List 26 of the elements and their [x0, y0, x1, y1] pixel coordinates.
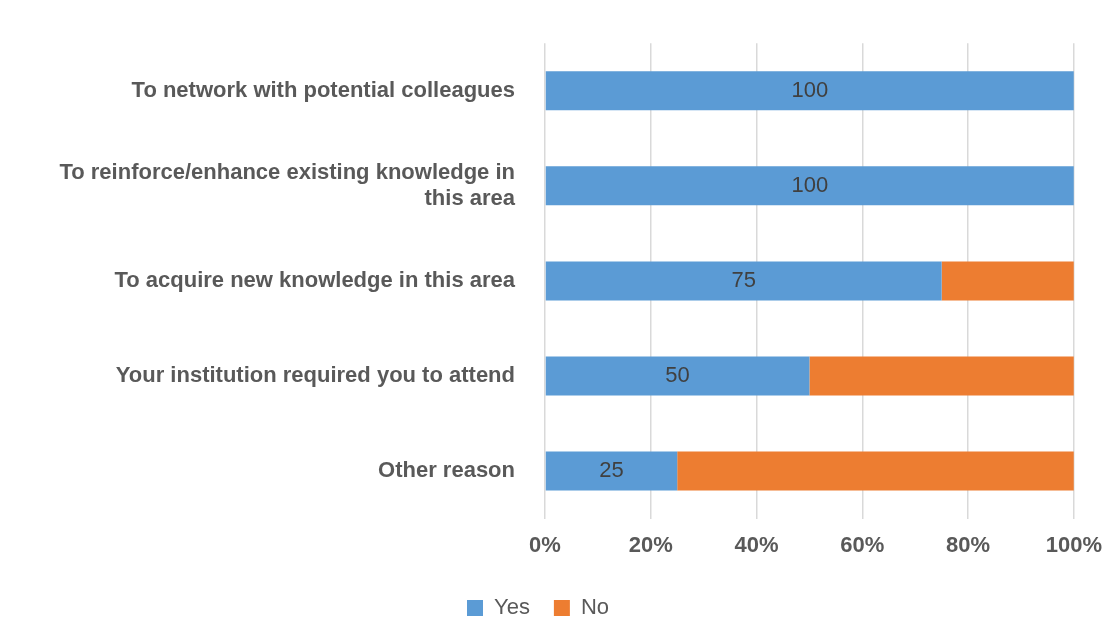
data-label: 25 [599, 457, 624, 483]
bar [809, 356, 1074, 396]
y-tick-label: To reinforce/enhance existing knowledge in this area [59, 158, 516, 211]
bar [677, 451, 1074, 491]
y-tick-label: Other reason [378, 457, 515, 483]
bar [545, 166, 1074, 206]
data-label: 75 [731, 266, 756, 292]
x-tick-label: 0% [529, 531, 561, 557]
legend-label: Yes [493, 594, 530, 620]
x-tick-label: 60% [840, 531, 885, 557]
bar [941, 261, 1074, 301]
y-tick-label: Your institution required you to attend [115, 362, 515, 388]
x-tick-label: 80% [946, 531, 991, 557]
y-tick-label: To network with potential colleagues [131, 76, 515, 102]
data-label: 100 [791, 171, 829, 197]
y-tick-label: To acquire new knowledge in this area [114, 266, 516, 292]
x-tick-label: 100% [1045, 531, 1103, 557]
bar [545, 356, 810, 396]
x-tick-label: 40% [734, 531, 779, 557]
bar [545, 71, 1074, 111]
legend-label: No [580, 594, 610, 620]
x-tick-label: 20% [628, 531, 673, 557]
bar [545, 451, 678, 491]
bar [545, 261, 942, 301]
data-label: 100 [791, 76, 829, 102]
data-label: 50 [665, 362, 690, 388]
